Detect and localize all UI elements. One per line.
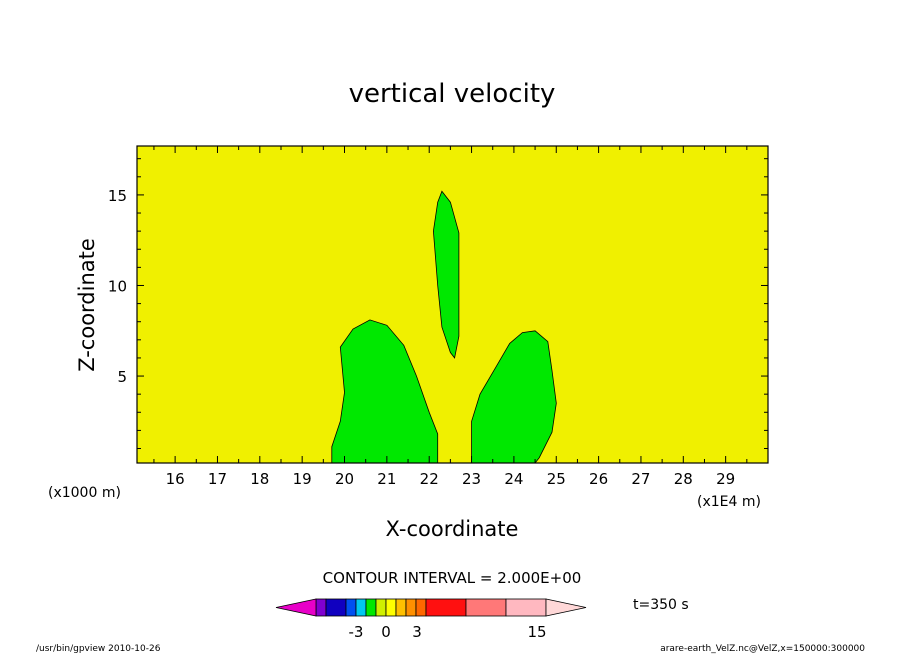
y-axis-label: Z-coordinate [75,238,99,372]
time-label: t=350 s [633,597,689,613]
chart-title: vertical velocity [349,79,556,109]
colorbar-right-arrow [545,598,587,617]
x-tick-label: 24 [504,470,523,488]
plot-area: 16 17 18 19 20 21 22 23 24 25 26 27 28 29 5 10 15 [108,145,769,488]
y-tick-label: 5 [117,368,127,386]
colorbar-tick-label: 3 [412,623,422,641]
x-tick-label: 26 [589,470,608,488]
colorbar-segment [415,598,427,617]
x-tick-label: 27 [631,470,650,488]
x-tick-label: 22 [420,470,439,488]
contour-region-right-plume [471,330,557,464]
colorbar-segment [325,598,347,617]
x-tick-label: 20 [335,470,354,488]
colorbar-left-arrow [275,598,317,617]
colorbar-segment [465,598,507,617]
colorbar-segment [345,598,357,617]
footer-left: /usr/bin/gpview 2010-10-26 [36,644,161,654]
colorbar-segment [385,598,397,617]
x-scale-label: (x1E4 m) [697,494,761,510]
colorbar-segment [365,598,377,617]
x-tick-label: 25 [547,470,566,488]
colorbar-segment [315,598,327,617]
y-tick-label: 15 [108,187,127,205]
x-tick-label: 23 [462,470,481,488]
contour-interval-text: CONTOUR INTERVAL = 2.000E+00 [323,569,582,587]
colorbar-segment [505,598,547,617]
colorbar-segment [405,598,417,617]
y-tick-label: 10 [108,277,127,295]
x-tick-label: 21 [377,470,396,488]
contour-region-left-plume [331,319,439,464]
colorbar-segment [425,598,467,617]
x-tick-label: 16 [166,470,185,488]
colorbar-segment [375,598,387,617]
x-tick-label: 18 [250,470,269,488]
colorbar: -3 0 3 15 [275,598,587,641]
plot-frame [136,145,769,464]
colorbar-tick-label: -3 [349,623,364,641]
colorbar-segment [355,598,367,617]
contour-region-center-column [432,190,460,359]
colorbar-tick-label: 0 [381,623,391,641]
footer-right: arare-earth_VelZ.nc@VelZ,x=150000:300000 [660,644,865,654]
colorbar-tick-label: 15 [527,623,546,641]
x-tick-label: 28 [674,470,693,488]
x-tick-label: 17 [208,470,227,488]
colorbar-segment [395,598,407,617]
x-tick-label: 19 [293,470,312,488]
x-axis-label: X-coordinate [386,517,519,541]
y-scale-label: (x1000 m) [48,485,121,501]
x-tick-label: 29 [716,470,735,488]
